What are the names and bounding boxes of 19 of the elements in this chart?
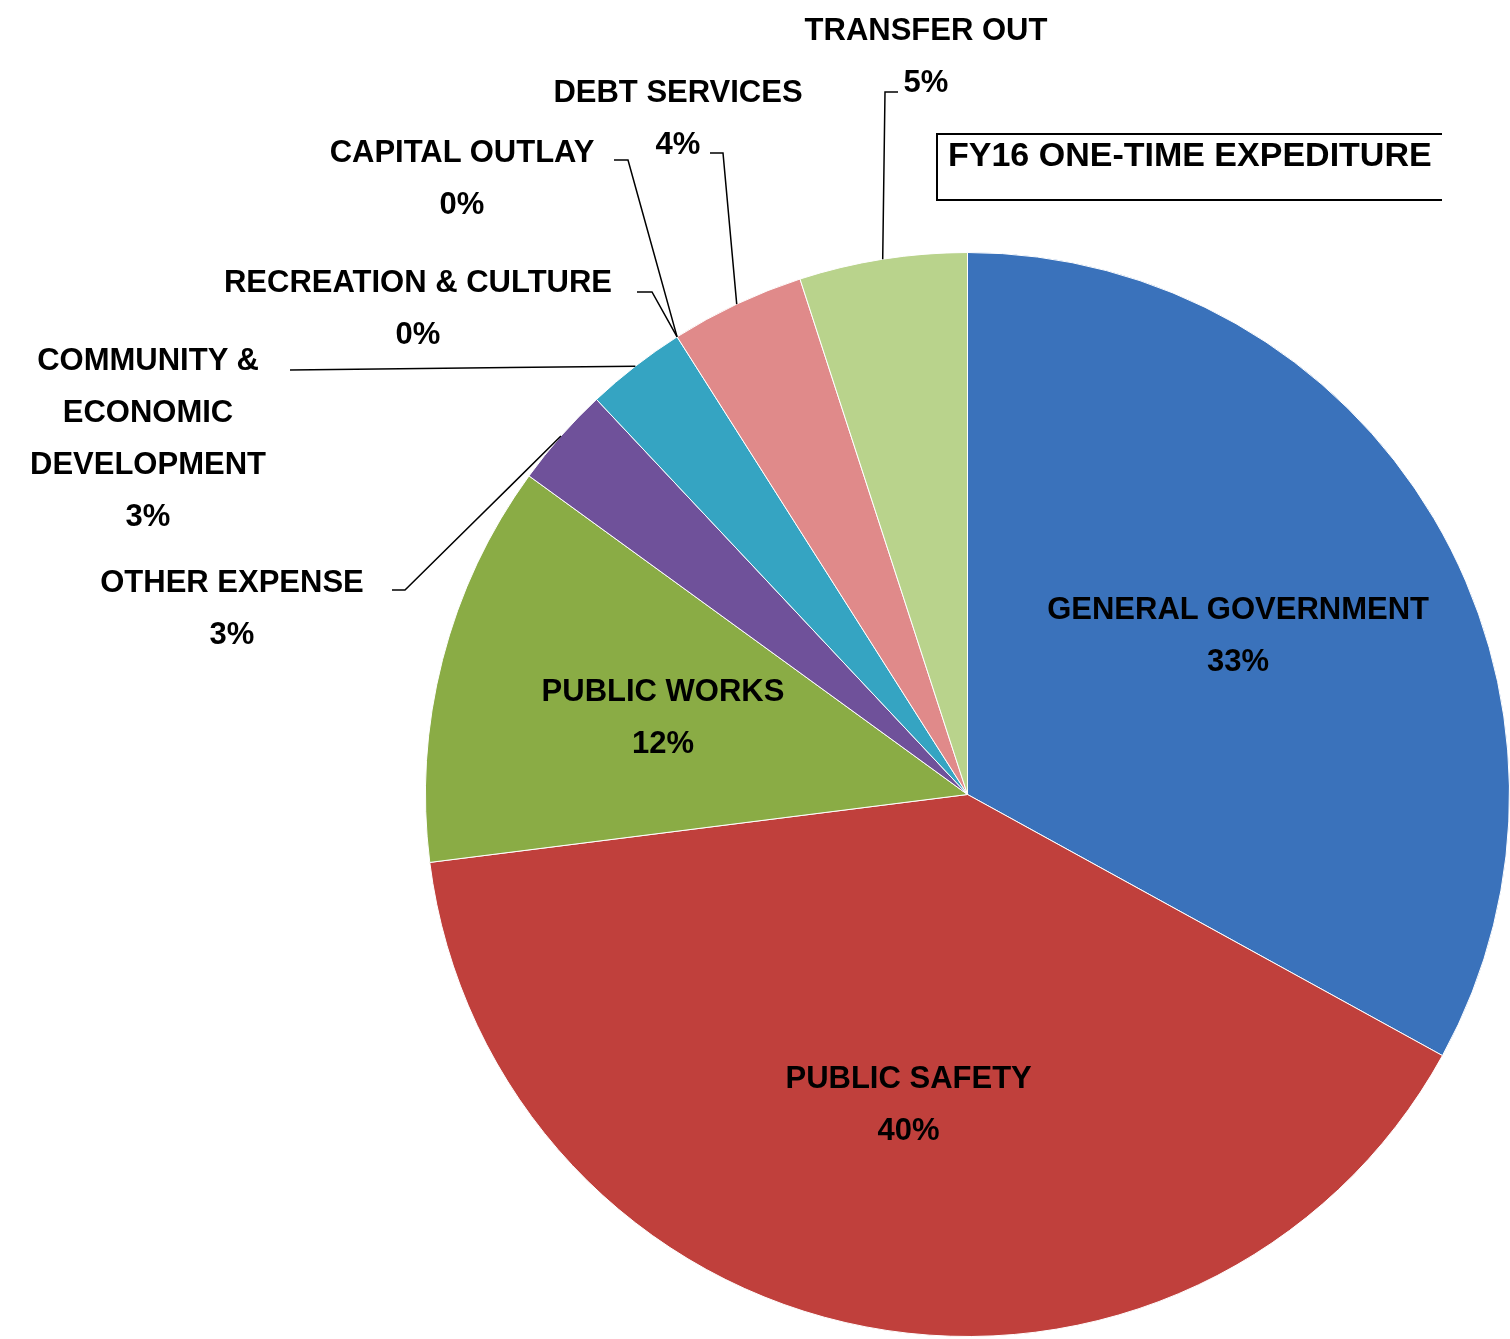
data-label: 40% bbox=[877, 1112, 940, 1148]
slice-label: PUBLIC WORKS bbox=[541, 673, 785, 709]
data-label: 33% bbox=[1207, 643, 1270, 679]
slice-label: DEBT SERVICES bbox=[553, 74, 803, 109]
text: 0% bbox=[395, 316, 441, 351]
category-label: CAPITAL OUTLAY bbox=[329, 134, 595, 169]
slice-label: TRANSFER OUT bbox=[804, 12, 1048, 47]
data-label: 4% bbox=[655, 126, 701, 161]
data-label: 3% bbox=[125, 498, 171, 533]
text: 0% bbox=[439, 186, 485, 221]
data-label: 12% bbox=[631, 725, 695, 761]
slice-label: GENERAL GOVERNMENT bbox=[1047, 591, 1430, 627]
slice-label: PUBLIC SAFETY bbox=[785, 1060, 1033, 1096]
category-label: RECREATION & CULTURE bbox=[223, 264, 613, 299]
slice-label: COMMUNITY & ECONOMIC DEVELOPMENT bbox=[30, 342, 267, 481]
text: FY16 ONE-TIME EXPEDITURE bbox=[936, 133, 1442, 201]
data-label: 5% bbox=[903, 64, 949, 99]
slice-label: OTHER EXPENSE bbox=[100, 564, 364, 599]
data-label: 3% bbox=[209, 616, 255, 651]
